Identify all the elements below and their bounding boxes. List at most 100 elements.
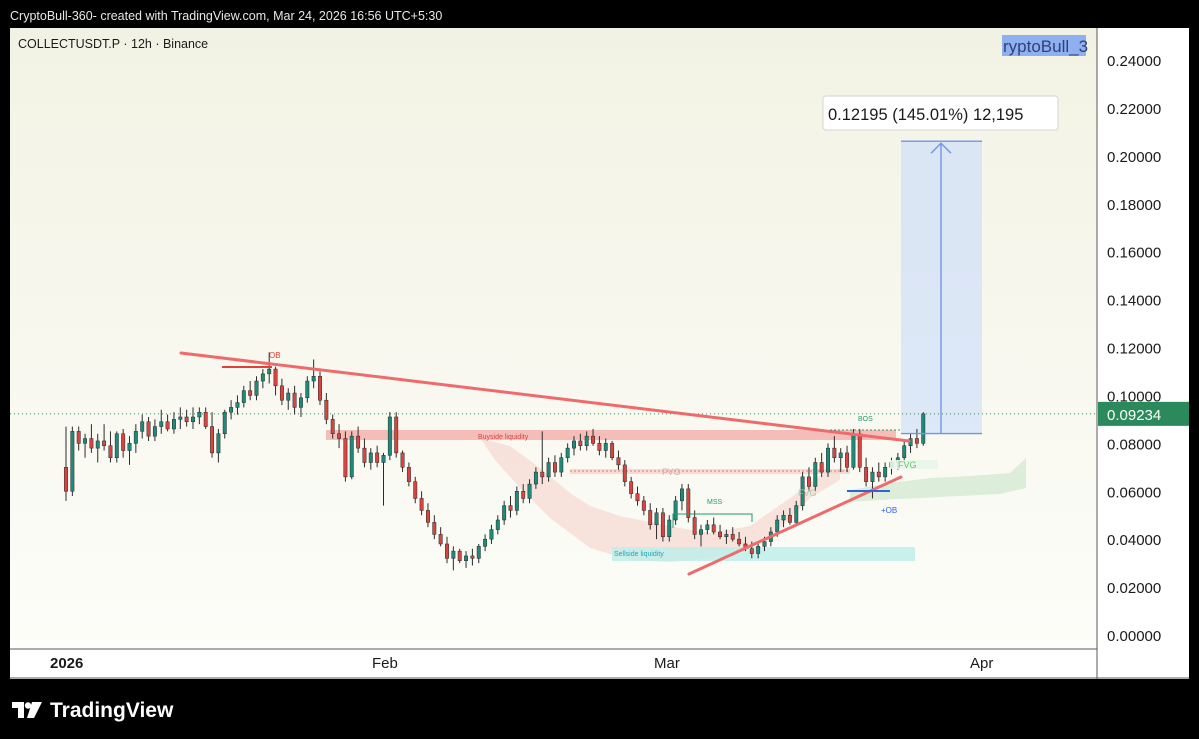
candle <box>616 450 621 470</box>
candle-body <box>165 421 170 430</box>
candle <box>273 366 278 396</box>
candle-body <box>578 440 583 446</box>
candle <box>730 527 735 542</box>
price-tick-label: 0.16000 <box>1107 245 1161 262</box>
candle-body <box>426 510 430 523</box>
candle <box>76 426 81 451</box>
candle <box>826 443 830 477</box>
candle <box>254 376 259 401</box>
candle-body <box>635 493 640 502</box>
candle <box>476 543 481 564</box>
candle-body <box>705 524 710 530</box>
candle-body <box>127 443 132 451</box>
candle-body <box>299 397 303 408</box>
candle <box>127 436 132 465</box>
time-tick-label: 2026 <box>50 655 83 672</box>
candle <box>495 515 500 535</box>
candle-body <box>172 419 176 430</box>
candle <box>794 500 799 525</box>
candle-body <box>610 443 615 458</box>
candle <box>146 416 151 441</box>
candle <box>660 508 665 542</box>
current-price-tag <box>1098 401 1189 426</box>
candle-body <box>521 491 526 499</box>
candle <box>521 484 526 504</box>
candle-body <box>603 443 608 451</box>
candle-body <box>114 433 119 458</box>
candle <box>292 385 297 415</box>
candle-body <box>203 411 208 427</box>
price-tick-label: 0.00000 <box>1107 628 1161 645</box>
candle-body <box>286 392 291 401</box>
candle <box>457 548 462 564</box>
candle-body <box>235 402 240 408</box>
candle-body <box>387 416 392 456</box>
candle-body <box>686 488 691 518</box>
current-price-label: 0.09234 <box>1107 407 1161 424</box>
candle <box>248 381 253 401</box>
candle-body <box>540 471 545 478</box>
candle-body <box>70 431 75 492</box>
candle-body <box>775 519 780 533</box>
candle-body <box>292 392 297 408</box>
candle <box>686 484 691 523</box>
cloud-bearish <box>480 438 840 562</box>
candle <box>629 476 634 499</box>
candle-body <box>546 462 551 478</box>
candle-body <box>241 390 246 403</box>
candle <box>362 438 367 468</box>
candle <box>902 440 907 463</box>
candle-body <box>673 500 678 521</box>
candle-body <box>432 522 437 535</box>
candle <box>508 496 513 518</box>
price-tick-label: 0.14000 <box>1107 293 1161 310</box>
candle-body <box>368 452 373 463</box>
candle <box>502 500 507 525</box>
candle-body <box>667 519 672 538</box>
candle <box>483 534 488 552</box>
candle <box>673 496 678 525</box>
candle-body <box>152 426 157 437</box>
candle-body <box>337 433 342 439</box>
candle <box>140 414 145 439</box>
candle-body <box>133 431 138 444</box>
candle-body <box>692 517 697 535</box>
candle <box>426 503 430 528</box>
candle-body <box>845 452 849 468</box>
fvg-green-box <box>890 460 938 469</box>
candle <box>305 376 310 403</box>
candle <box>70 426 75 497</box>
candle-body <box>445 543 449 559</box>
candle-body <box>318 376 322 401</box>
candle-body <box>584 435 589 446</box>
candle <box>203 407 208 429</box>
candle <box>464 551 469 568</box>
candle <box>216 428 221 463</box>
candle <box>197 407 202 425</box>
candle-body <box>533 471 538 485</box>
candle-body <box>64 467 68 492</box>
candle <box>597 436 602 456</box>
time-axis-ticks: 2026 Feb Mar Apr <box>50 655 993 672</box>
price-axis-background <box>1097 28 1189 679</box>
candle <box>229 400 234 420</box>
candle-body <box>553 462 557 473</box>
candle-body <box>781 514 786 521</box>
candle-body <box>870 471 875 482</box>
candle <box>394 412 399 458</box>
candle <box>400 450 405 473</box>
candle-body <box>279 385 284 401</box>
candle <box>286 388 291 410</box>
candlestick-chart[interactable]: COLLECTUSDT.P · 12h · Binance ryptoBull_… <box>10 28 1189 679</box>
candle-body <box>121 433 126 451</box>
candle-body <box>857 433 862 468</box>
candle-body <box>222 411 227 435</box>
candle-body <box>470 555 475 559</box>
candle-body <box>807 476 811 487</box>
candle-body <box>800 476 805 506</box>
candle-body <box>502 505 507 521</box>
candle-body <box>140 421 145 432</box>
ascending-trendline <box>687 475 903 576</box>
chart-attribution: CryptoBull-360- created with TradingView… <box>10 9 443 23</box>
candle <box>635 486 640 506</box>
